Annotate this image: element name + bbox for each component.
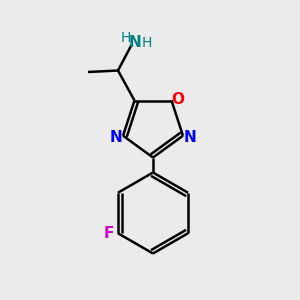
Text: O: O	[172, 92, 184, 106]
Text: N: N	[183, 130, 196, 145]
Text: N: N	[110, 130, 123, 145]
Text: N: N	[129, 35, 142, 50]
Text: H: H	[142, 36, 152, 50]
Text: H: H	[121, 32, 131, 45]
Text: F: F	[103, 226, 113, 241]
